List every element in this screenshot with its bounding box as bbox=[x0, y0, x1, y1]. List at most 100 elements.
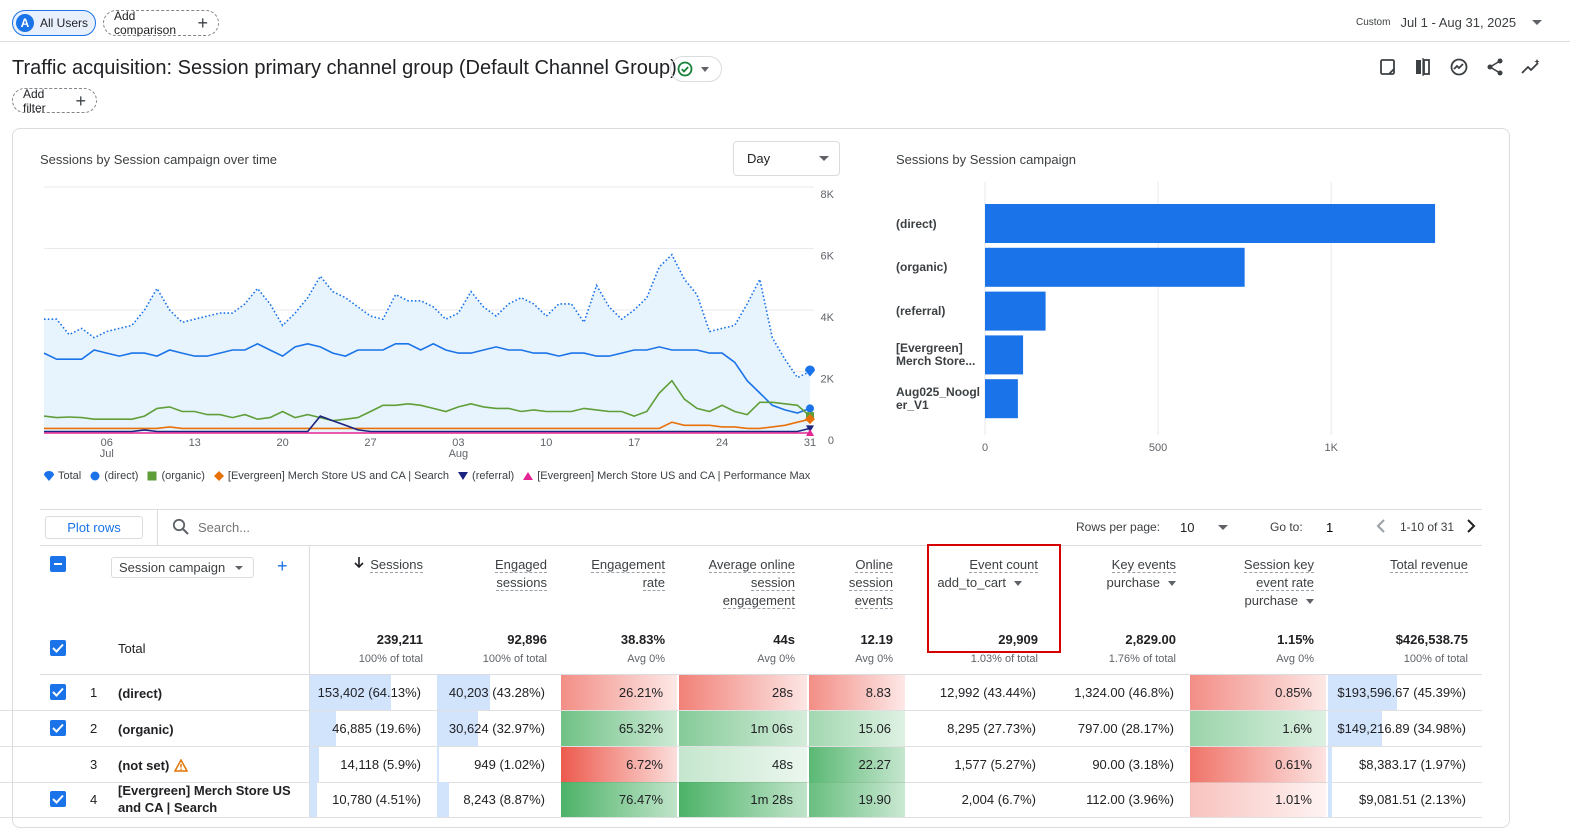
cell-value: 112.00 (3.96%) bbox=[1086, 792, 1174, 807]
chevron-right-icon[interactable] bbox=[1464, 517, 1478, 540]
table-cell: 112.00 (3.96%) bbox=[1052, 782, 1188, 817]
bar-category-line: (organic) bbox=[896, 260, 948, 275]
cell-value: 10,780 (4.51%) bbox=[332, 792, 421, 807]
chevron-down-icon bbox=[1532, 19, 1543, 25]
add-dimension-button[interactable]: + bbox=[277, 556, 288, 576]
row-name[interactable]: (not set) bbox=[118, 757, 189, 776]
edit-report-icon[interactable] bbox=[1376, 56, 1400, 78]
goto-page-input[interactable] bbox=[1320, 516, 1356, 538]
pin-icon bbox=[44, 471, 54, 481]
x-tick-label: 27 bbox=[364, 437, 376, 449]
table-cell: 8,243 (8.87%) bbox=[437, 782, 559, 817]
column-header[interactable]: Engaged sessions bbox=[494, 556, 547, 592]
x-tick-label: 0 bbox=[982, 442, 988, 454]
column-header[interactable]: Session key event rate purchase bbox=[1243, 556, 1314, 610]
add-filter-button[interactable]: Add filter + bbox=[12, 87, 97, 115]
table-cell: 90.00 (3.18%) bbox=[1052, 747, 1188, 782]
share-icon[interactable] bbox=[1483, 56, 1507, 78]
table-row[interactable]: 1 (direct) 153,402 (64.13%) 40,203 (43.28%)… bbox=[0, 675, 1482, 711]
series-line bbox=[43, 342, 811, 414]
table-cell: 0.85% bbox=[1190, 675, 1326, 710]
end-marker-pin bbox=[805, 365, 815, 377]
row-name[interactable]: (organic) bbox=[118, 721, 174, 738]
column-header[interactable]: Total revenue bbox=[1389, 556, 1468, 574]
table-row[interactable]: 3 (not set) 14,118 (5.9%) 949 (1.02%) 6.72% 4… bbox=[0, 747, 1482, 783]
compare-icon[interactable] bbox=[1411, 56, 1435, 78]
plot-rows-button[interactable]: Plot rows bbox=[45, 516, 143, 539]
cell-value: 1.6% bbox=[1282, 721, 1312, 736]
row-checkbox[interactable] bbox=[50, 684, 66, 700]
insights-icon[interactable] bbox=[1447, 56, 1471, 78]
table-cell: 6.72% bbox=[561, 747, 677, 782]
divider bbox=[157, 509, 158, 545]
column-header[interactable]: Engagement rate bbox=[591, 556, 665, 592]
table-cell: 14,118 (5.9%) bbox=[310, 747, 435, 782]
column-header-line: Average online bbox=[708, 556, 795, 574]
x-tick-label: 31 bbox=[804, 437, 816, 449]
table-cell: 1,577 (5.27%) bbox=[907, 747, 1050, 782]
metric-select[interactable]: purchase bbox=[1244, 592, 1314, 610]
legend-label: (organic) bbox=[161, 470, 205, 482]
table-row[interactable]: 4 [Evergreen] Merch Store US and CA | Sear… bbox=[0, 782, 1482, 818]
cell-value: 90.00 (3.18%) bbox=[1092, 757, 1174, 772]
row-name-line: (organic) bbox=[118, 722, 174, 737]
cell-value: 76.47% bbox=[618, 792, 663, 807]
column-header-text: Engagement bbox=[591, 557, 665, 573]
add-comparison-button[interactable]: Add comparison + bbox=[103, 9, 219, 37]
table-cell: 1m 28s bbox=[679, 782, 807, 817]
cell-value: 30,624 (32.97%) bbox=[448, 721, 545, 736]
table-cell: 1m 06s bbox=[679, 711, 807, 746]
bar-category-line: Merch Store... bbox=[896, 354, 976, 369]
cell-value: 28s bbox=[772, 685, 793, 700]
bar-chart-title: Sessions by Session campaign bbox=[896, 152, 1076, 167]
column-header[interactable]: Online session events bbox=[848, 556, 893, 610]
line-chart-legend: Total (direct) (organic) [Evergreen] Merch … bbox=[44, 470, 810, 482]
search-input[interactable] bbox=[198, 517, 498, 537]
check-circle-icon bbox=[677, 61, 693, 77]
row-checkbox[interactable] bbox=[50, 720, 66, 736]
bar-category-label: Aug025_Noogl er_V1 bbox=[896, 386, 980, 412]
report-status-button[interactable] bbox=[670, 56, 722, 82]
column-total: 44s bbox=[773, 632, 795, 647]
chevron-down-icon bbox=[1168, 580, 1176, 586]
rows-per-page-select[interactable]: 10 bbox=[1178, 515, 1234, 539]
cell-value: 8,295 (27.73%) bbox=[947, 721, 1036, 736]
y-tick-label: 8K bbox=[821, 189, 835, 201]
column-header[interactable]: Sessions bbox=[354, 556, 423, 574]
legend-item: [Evergreen] Merch Store US and CA | Sear… bbox=[213, 470, 449, 482]
cell-value: 15.06 bbox=[858, 721, 891, 736]
cell-value: $149,216.89 (34.98%) bbox=[1337, 721, 1466, 736]
column-header[interactable]: Key events purchase bbox=[1107, 556, 1176, 592]
x-tick-label: 13 bbox=[189, 437, 201, 449]
granularity-select[interactable]: Day bbox=[733, 141, 840, 176]
table-row[interactable]: 2 (organic) 46,885 (19.6%) 30,624 (32.97%) 6… bbox=[0, 711, 1482, 747]
bar-category-line: (referral) bbox=[896, 304, 946, 319]
dimension-select[interactable]: Session campaign bbox=[111, 557, 254, 578]
metric-select-value: purchase bbox=[1106, 575, 1160, 590]
y-tick-label: 0 bbox=[828, 435, 834, 447]
segment-chip-all-users[interactable]: A All Users bbox=[12, 10, 96, 36]
total-checkbox[interactable] bbox=[50, 640, 66, 656]
row-name[interactable]: [Evergreen] Merch Store US and CA | Searc… bbox=[118, 782, 291, 816]
page-range: 1-10 of 31 bbox=[1400, 520, 1455, 534]
trend-sparkle-icon[interactable] bbox=[1519, 56, 1543, 78]
plus-icon: + bbox=[197, 13, 208, 33]
date-range-picker[interactable]: Custom Jul 1 - Aug 31, 2025 bbox=[1356, 12, 1543, 32]
metric-select[interactable]: add_to_cart bbox=[937, 574, 1022, 592]
cell-value: 6.72% bbox=[626, 757, 663, 772]
cell-value: 2,004 (6.7%) bbox=[961, 792, 1036, 807]
table-cell: 28s bbox=[679, 675, 807, 710]
table-cell: 46,885 (19.6%) bbox=[310, 711, 435, 746]
divider bbox=[40, 509, 1482, 510]
chevron-left-icon[interactable] bbox=[1374, 517, 1388, 540]
metric-select[interactable]: purchase bbox=[1107, 574, 1176, 592]
table-cell: 153,402 (64.13%) bbox=[310, 675, 435, 710]
column-header[interactable]: Event count add_to_cart bbox=[937, 556, 1038, 592]
select-all-checkbox[interactable] bbox=[50, 556, 66, 572]
row-checkbox[interactable] bbox=[50, 791, 66, 807]
legend-label: (referral) bbox=[472, 470, 515, 482]
table-cell: $193,596.67 (45.39%) bbox=[1328, 675, 1480, 710]
row-name[interactable]: (direct) bbox=[118, 685, 162, 702]
column-header[interactable]: Average online session engagement bbox=[708, 556, 795, 610]
granularity-value: Day bbox=[747, 151, 771, 166]
